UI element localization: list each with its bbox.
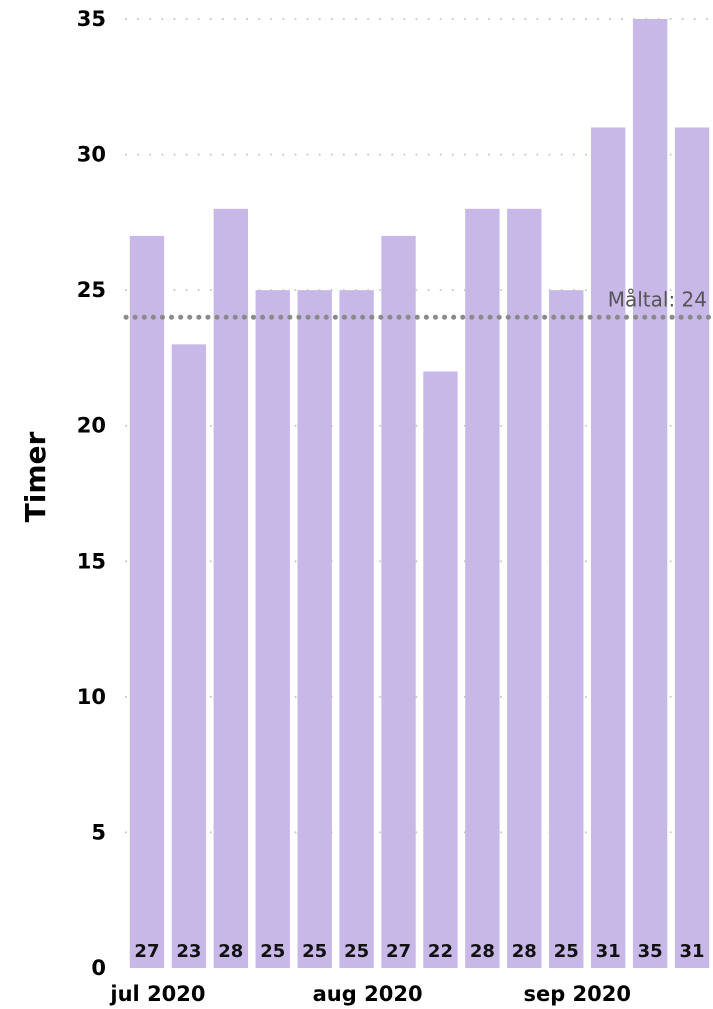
x-axis-label: aug 2020 [313,982,423,1006]
bar-data-label: 27 [386,941,411,962]
bar[interactable] [297,290,332,969]
bar-data-label: 35 [638,941,663,962]
y-tick-label: 30 [77,143,106,167]
bar[interactable] [590,127,626,968]
bar-data-label: 25 [344,941,369,962]
bar-data-label: 25 [260,941,285,962]
bar-data-label: 28 [512,941,537,962]
y-tick-label: 5 [91,820,106,844]
bar[interactable] [549,290,584,969]
reference-line-label: Måltal: 24 [608,287,707,311]
bar[interactable] [129,235,165,968]
bar-data-label: 28 [218,941,243,962]
bar-data-label: 22 [428,941,453,962]
x-axis-label: sep 2020 [523,982,631,1006]
bar-data-label: 28 [470,941,495,962]
bar[interactable] [213,208,249,969]
bar[interactable] [674,127,710,968]
y-tick-label: 35 [77,7,106,31]
y-axis-ticks: 0 5 10 15 20 25 30 35 [77,7,106,980]
bar[interactable] [255,290,290,969]
y-tick-label: 10 [77,685,106,709]
bar-data-label: 25 [554,941,579,962]
x-axis-label: jul 2020 [109,982,205,1006]
bar-data-label: 23 [176,941,201,962]
bar[interactable] [507,208,542,969]
x-axis-labels: jul 2020 aug 2020 sep 2020 [109,982,631,1006]
y-tick-label: 20 [77,414,106,438]
bar[interactable] [171,344,207,968]
bar[interactable] [381,235,416,968]
bar-data-label: 31 [596,941,621,962]
reference-line-group: Måltal: 24 [123,287,713,320]
bar-data-label: 25 [302,941,327,962]
y-tick-label: 0 [91,956,106,980]
y-tick-label: 15 [77,549,106,573]
y-tick-label: 25 [77,278,106,302]
y-axis-title: Timer [19,431,52,522]
bar[interactable] [423,371,458,968]
bar[interactable] [339,290,374,969]
bar[interactable] [632,19,668,968]
bar[interactable] [465,208,500,969]
bar-data-label: 31 [680,941,705,962]
bars: 27 23 28 25 25 25 27 22 28 28 25 31 35 31 [129,19,710,969]
bar-data-label: 27 [134,941,159,962]
